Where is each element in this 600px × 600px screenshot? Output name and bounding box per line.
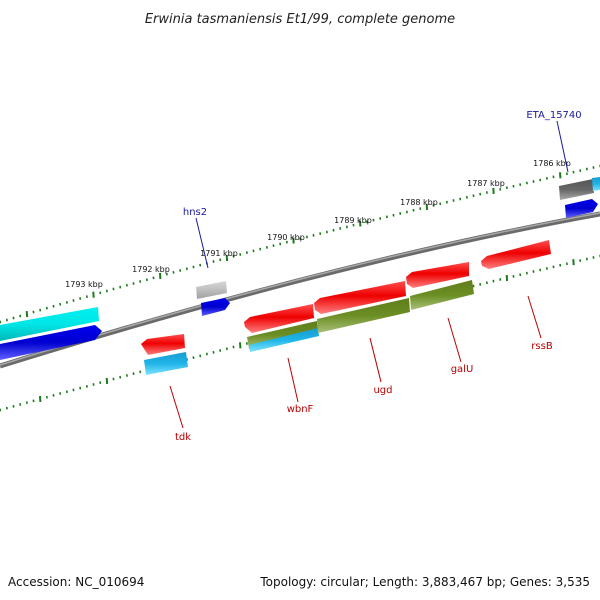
leader-line-ugd	[369, 337, 382, 383]
gene-feature-cyan-left[interactable]	[0, 307, 99, 341]
gene-feature-galU-red[interactable]	[406, 262, 469, 288]
gene-feature-eta-15740[interactable]	[559, 179, 594, 200]
gene-label-tdk[interactable]: tdk	[175, 432, 191, 443]
gene-feature-tdk-red[interactable]	[141, 334, 185, 355]
gene-label-ugd[interactable]: ugd	[373, 385, 392, 396]
accession-text: Accession: NC_010694	[8, 575, 144, 589]
leader-line-tdk	[169, 385, 184, 429]
gene-feature-red-1[interactable]	[244, 304, 314, 333]
gene-feature-rssB[interactable]	[481, 240, 551, 269]
kbp-label-1790: 1790 kbp	[267, 233, 305, 242]
genome-summary-text: Topology: circular; Length: 3,883,467 bp…	[259, 575, 590, 589]
kbp-label-1788: 1788 kbp	[400, 198, 438, 207]
gene-feature-ugd-red[interactable]	[314, 281, 406, 314]
gene-feature-hns2[interactable]	[196, 281, 227, 299]
gene-feature-tdk[interactable]	[144, 352, 188, 375]
gene-label-wbnF[interactable]: wbnF	[287, 404, 314, 415]
gene-feature-blue-right[interactable]	[565, 199, 598, 218]
gene-feature-ugd-olive[interactable]	[317, 298, 410, 333]
gene-feature-galU-olive[interactable]	[410, 280, 474, 310]
outer-tick-ruler	[0, 164, 600, 324]
map-title: Erwinia tasmaniensis Et1/99, complete ge…	[145, 12, 455, 27]
leader-line-wbnF	[287, 357, 299, 403]
leader-line-eta-15740	[556, 120, 569, 173]
gene-label-hns2[interactable]: hns2	[183, 207, 207, 218]
gene-feature-blue-hns2[interactable]	[201, 298, 230, 316]
gene-feature-wbnF-sky[interactable]	[249, 328, 319, 352]
kbp-label-1793: 1793 kbp	[65, 280, 103, 289]
kbp-label-1791: 1791 kbp	[200, 249, 238, 258]
kbp-label-1787: 1787 kbp	[467, 179, 505, 188]
leader-line-rssB	[527, 295, 542, 339]
kbp-label-1792: 1792 kbp	[132, 265, 170, 274]
leader-line-hns2	[195, 217, 209, 269]
kbp-label-1786: 1786 kbp	[533, 159, 571, 168]
gene-label-galU[interactable]: galU	[451, 364, 474, 375]
leader-line-galU	[447, 317, 462, 363]
gene-label-eta-15740[interactable]: ETA_15740	[526, 110, 581, 121]
gene-feature-sky-edge[interactable]	[592, 177, 600, 191]
kbp-label-1789: 1789 kbp	[334, 216, 372, 225]
gene-feature-blue-left[interactable]	[0, 325, 102, 360]
gene-label-rssB[interactable]: rssB	[531, 341, 553, 352]
